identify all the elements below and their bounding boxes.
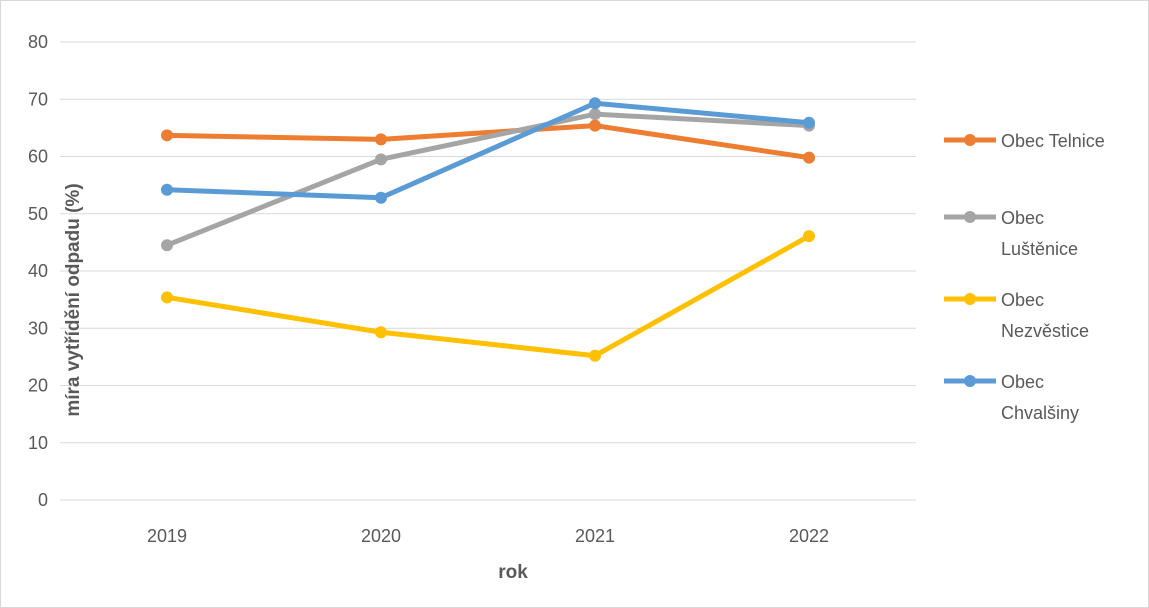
y-tick-label: 30 [28, 318, 48, 338]
legend-item: Obec Luštěnice [944, 208, 1078, 259]
data-point [803, 116, 815, 129]
legend-item: Obec Nezvěstice [944, 290, 1089, 341]
x-tick-label: 2022 [789, 526, 829, 546]
legend-swatch-marker [964, 134, 976, 146]
data-point [161, 129, 173, 142]
series-4 [161, 97, 815, 204]
series-line [164, 123, 812, 161]
y-tick-label: 0 [38, 490, 48, 510]
x-axis-ticks: 2019 2020 2021 2022 [147, 526, 829, 546]
series-layer [161, 97, 815, 362]
legend-swatch-marker [964, 375, 976, 387]
legend-label: Chvalšiny [1001, 403, 1079, 423]
data-point [375, 326, 387, 339]
data-point [375, 133, 387, 146]
x-tick-label: 2021 [575, 526, 615, 546]
data-point [803, 151, 815, 164]
y-axis-ticks: 0 10 20 30 40 50 60 70 80 [28, 32, 48, 510]
series-1 [161, 119, 815, 164]
gridlines [60, 41, 916, 501]
series-line [164, 233, 812, 359]
legend: Obec TelniceObecLuštěniceObecNezvěsticeO… [944, 131, 1105, 423]
legend-label: Obec [1001, 208, 1044, 228]
legend-label: Luštěnice [1001, 239, 1078, 259]
x-tick-label: 2019 [147, 526, 187, 546]
data-point [589, 119, 601, 132]
y-tick-label: 80 [28, 32, 48, 52]
legend-label: Obec [1001, 290, 1044, 310]
y-tick-label: 50 [28, 204, 48, 224]
y-tick-label: 60 [28, 147, 48, 167]
data-point [375, 153, 387, 166]
series-3 [161, 230, 815, 362]
data-point [589, 349, 601, 362]
y-tick-label: 20 [28, 376, 48, 396]
x-tick-label: 2020 [361, 526, 401, 546]
data-point [589, 97, 601, 110]
legend-label: Obec Telnice [1001, 131, 1105, 151]
legend-item: Obec Telnice [944, 131, 1105, 151]
legend-label: Obec [1001, 372, 1044, 392]
data-point [161, 291, 173, 304]
x-axis-title: rok [498, 562, 528, 583]
data-point [161, 239, 173, 252]
series-line [164, 100, 812, 201]
y-tick-label: 70 [28, 89, 48, 109]
series-2 [161, 108, 815, 252]
data-point [589, 108, 601, 121]
legend-label: Nezvěstice [1001, 321, 1089, 341]
legend-swatch-marker [964, 293, 976, 305]
data-point [161, 183, 173, 196]
data-point [803, 230, 815, 243]
y-axis-title: míra vytřídění odpadu (%) [63, 183, 84, 416]
data-point [375, 191, 387, 204]
y-tick-label: 40 [28, 261, 48, 281]
legend-swatch-marker [964, 211, 976, 223]
legend-item: Obec Chvalšiny [944, 372, 1079, 423]
y-tick-label: 10 [28, 433, 48, 453]
series-line [164, 111, 812, 248]
